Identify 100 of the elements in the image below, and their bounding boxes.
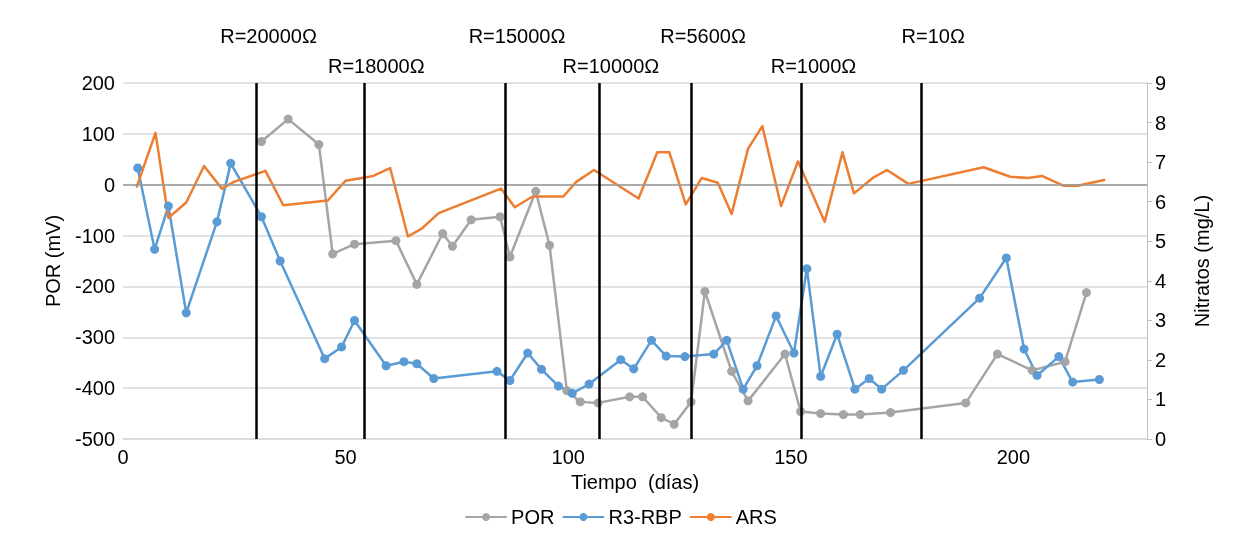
point (337, 342, 347, 352)
point (492, 366, 502, 376)
point (275, 256, 285, 266)
y-tick-label: -400 (74, 377, 115, 400)
point (429, 373, 439, 383)
point (381, 361, 391, 371)
y2-tick-label: 8 (1155, 111, 1167, 134)
point (816, 409, 826, 419)
y2-tick-label: 0 (1155, 428, 1167, 450)
x-tick-label: 200 (996, 446, 1031, 468)
y-tick-label: -300 (74, 326, 115, 349)
y2-tick-label: 5 (1155, 230, 1167, 253)
point (864, 373, 874, 383)
y-tick-label: 100 (81, 122, 115, 145)
x-axis-title: Tiempo (días) (570, 470, 700, 493)
y-tick-label: 200 (81, 72, 115, 94)
point (789, 348, 799, 358)
point (669, 419, 679, 429)
y2-tick-label: 2 (1155, 348, 1167, 371)
point (399, 357, 409, 367)
point (625, 392, 635, 402)
point (314, 140, 324, 150)
point (412, 279, 422, 289)
point (163, 201, 173, 211)
point (350, 316, 360, 325)
point (1054, 352, 1064, 362)
point (1094, 375, 1104, 384)
y2-axis-title: Nitratos (mg/L) (1191, 194, 1213, 328)
point (780, 349, 790, 359)
point (256, 212, 266, 222)
x-tick-label: 0 (117, 446, 129, 468)
point (133, 163, 143, 173)
point (855, 410, 865, 420)
point (150, 244, 160, 254)
point (700, 287, 710, 297)
point (898, 365, 908, 375)
y2-tick-label: 6 (1155, 190, 1167, 213)
point (1032, 370, 1042, 380)
point (283, 114, 293, 124)
point (212, 217, 222, 227)
point (709, 349, 719, 359)
x-tick-label: 100 (551, 446, 585, 468)
x-tick-label: 50 (334, 446, 357, 468)
point (743, 396, 753, 406)
point (181, 308, 191, 318)
point (545, 240, 555, 250)
y-tick-label: 0 (103, 173, 115, 196)
x-tick-label: 150 (774, 446, 808, 468)
point (975, 293, 985, 303)
legend-label: POR (511, 506, 555, 528)
point (838, 410, 848, 420)
y-tick-label: -100 (74, 224, 115, 247)
point (575, 397, 585, 407)
text: R=1000Ω (770, 55, 857, 77)
y-tick-label: -200 (74, 275, 115, 298)
point (752, 361, 762, 371)
point (350, 239, 360, 249)
point (531, 186, 541, 196)
y-tick-label: -500 (74, 428, 115, 450)
point (722, 335, 732, 345)
text: R=15000Ω (468, 25, 566, 47)
point (1068, 377, 1078, 387)
point (832, 329, 842, 339)
point (680, 352, 690, 362)
point (771, 311, 781, 321)
point (1081, 288, 1091, 298)
point (961, 398, 971, 408)
point (877, 384, 887, 394)
text: R=18000Ω (327, 55, 425, 77)
point (320, 354, 330, 364)
y2-tick-label: 1 (1155, 388, 1167, 411)
point (523, 348, 533, 358)
point (886, 408, 896, 418)
point (438, 229, 448, 239)
point (256, 136, 266, 146)
point (447, 241, 457, 251)
point (638, 392, 648, 402)
text: R=10000Ω (562, 55, 660, 77)
point (992, 349, 1002, 359)
point (727, 366, 737, 376)
point (1060, 357, 1070, 367)
y-axis-title: POR (mV) (42, 214, 64, 308)
point (226, 158, 236, 168)
point (537, 364, 546, 374)
point (646, 335, 656, 345)
point (802, 264, 812, 274)
point (850, 384, 860, 394)
y2-tick-label: 7 (1155, 151, 1167, 174)
point (616, 355, 626, 365)
point (656, 413, 666, 423)
point (738, 384, 748, 394)
y2-tick-label: 4 (1155, 269, 1167, 292)
point (661, 351, 671, 361)
point (1019, 344, 1029, 354)
line-series (135, 124, 1106, 238)
point (466, 215, 476, 225)
point (816, 371, 826, 381)
point (495, 212, 505, 222)
legend-label: ARS (735, 506, 777, 528)
y2-tick-label: 9 (1155, 72, 1167, 94)
